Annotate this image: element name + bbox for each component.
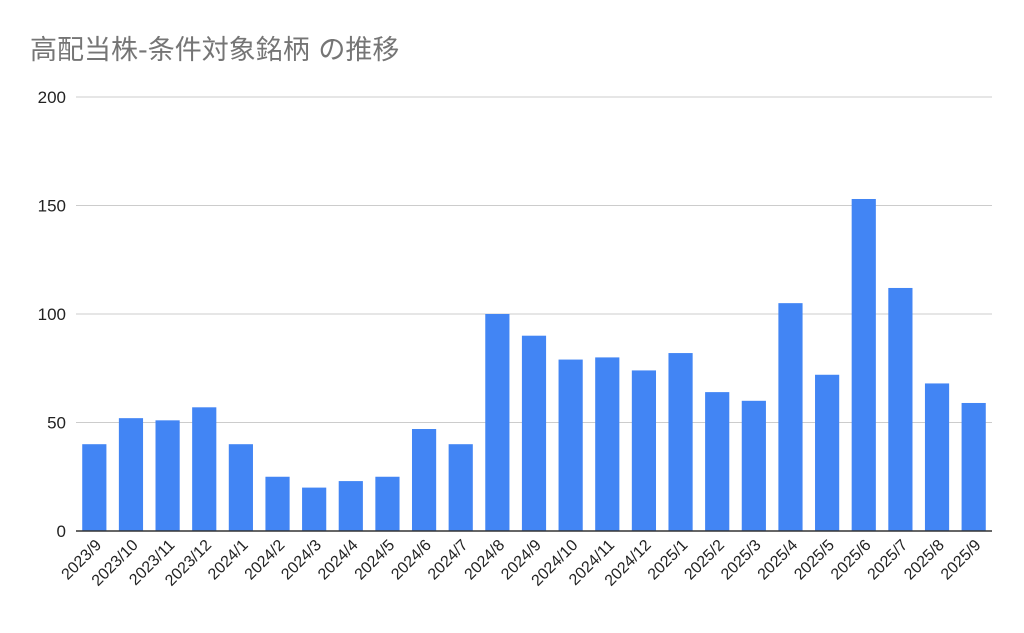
x-tick-label: 2025/6: [828, 537, 875, 584]
bar-2024-5: [375, 476, 400, 531]
y-tick-label: 150: [38, 197, 66, 216]
bar-2025-7: [888, 287, 913, 531]
bar-2024-4: [338, 481, 363, 531]
bar-2024-9: [521, 335, 547, 531]
axis-layer: 0 50 100 150 200: [38, 88, 992, 541]
bar-2025-3: [741, 400, 766, 531]
x-tick-label: 2024/6: [388, 537, 435, 584]
chart-title: 高配当株-条件対象銘柄 の推移: [30, 35, 400, 66]
bar-2025-4: [778, 303, 803, 531]
x-tick-label: 2025/5: [791, 537, 838, 584]
bar-2024-11: [595, 357, 620, 531]
y-tick-label: 0: [57, 522, 66, 541]
bar-2025-6: [851, 198, 876, 532]
x-tick-label: 2024/5: [352, 537, 399, 584]
x-axis-labels: 2023/92023/102023/112023/122024/12024/22…: [59, 537, 985, 590]
bar-2024-8: [485, 314, 510, 531]
x-tick-label: 2024/3: [278, 537, 325, 584]
bar-2024-7: [448, 444, 473, 531]
x-tick-label: 2024/2: [242, 537, 289, 584]
x-tick-label: 2024/1: [205, 537, 252, 584]
x-tick-label: 2025/9: [938, 537, 985, 584]
y-tick-label: 100: [38, 305, 66, 324]
x-tick-label: 2025/8: [901, 537, 948, 584]
x-tick-label: 2025/3: [718, 537, 765, 584]
bar-2024-2: [265, 476, 290, 531]
grid-layer: [76, 96, 992, 423]
bar-2023-9: [82, 444, 107, 531]
x-tick-label: 2024/4: [315, 537, 362, 584]
x-tick-label: 2024/7: [425, 537, 472, 584]
x-tick-label: 2025/2: [681, 537, 728, 584]
bar-2025-8: [924, 383, 950, 531]
x-tick-label: 2024/8: [462, 537, 509, 584]
bar-2025-9: [961, 402, 986, 531]
bar-2024-12: [631, 370, 657, 531]
bar-2024-10: [558, 359, 583, 531]
bar-2025-5: [815, 374, 840, 531]
bar-2024-6: [411, 429, 437, 531]
bar-2025-2: [705, 392, 730, 531]
x-tick-label: 2025/7: [865, 537, 912, 584]
bar-2025-1: [668, 353, 693, 531]
x-tick-label: 2025/4: [755, 537, 802, 584]
y-tick-label: 50: [47, 414, 66, 433]
x-tick-label: 2025/1: [645, 537, 692, 584]
bar-2023-12: [192, 407, 217, 531]
bar-2024-1: [228, 444, 253, 531]
bar-2023-11: [155, 420, 180, 531]
bar-2023-10: [118, 418, 144, 531]
y-tick-label: 200: [38, 88, 66, 107]
bar-layer: [82, 198, 986, 532]
bar-2024-3: [302, 487, 327, 531]
